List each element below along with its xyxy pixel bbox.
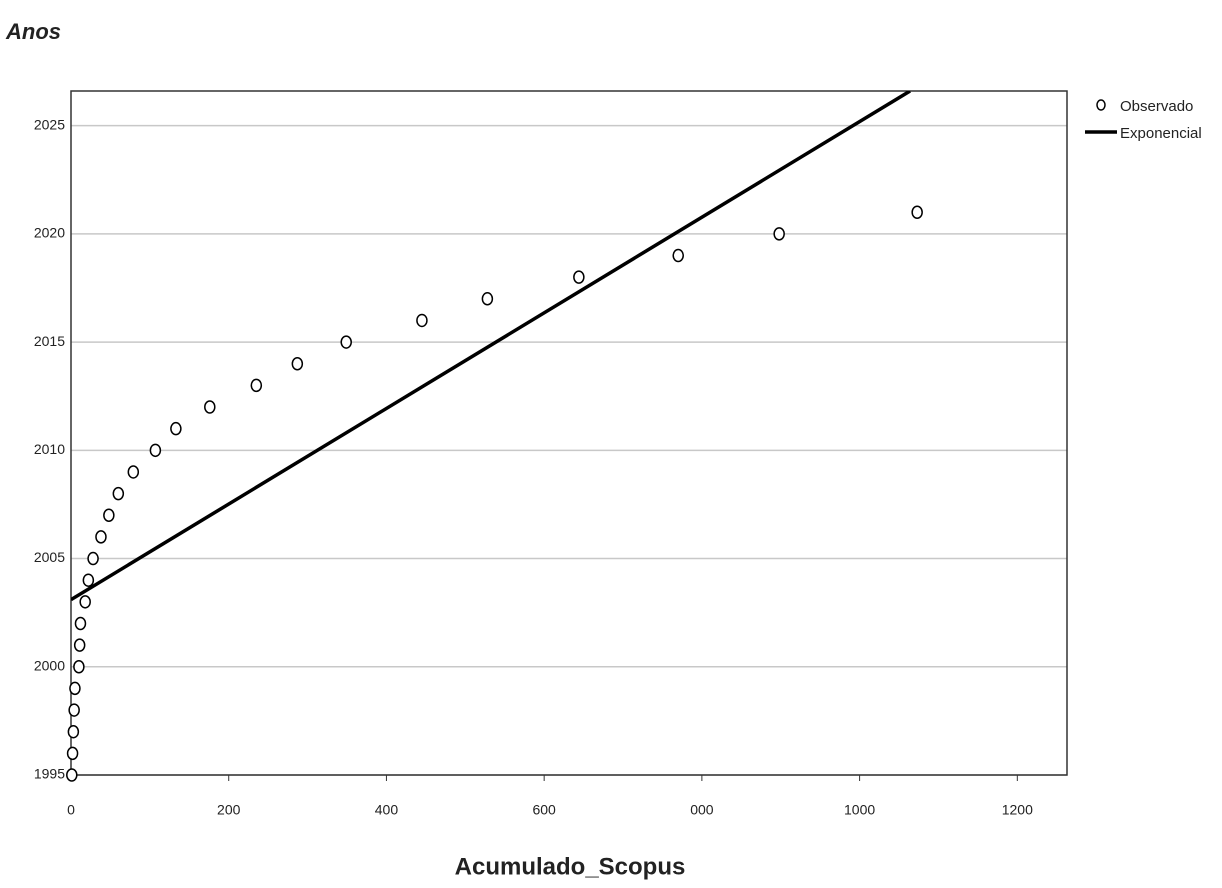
data-point — [73, 638, 86, 652]
x-axis-label: Acumulado_Scopus — [455, 853, 686, 880]
data-point — [69, 681, 81, 696]
y-tick-label: 2000 — [34, 657, 65, 673]
y-tick-label: 2025 — [34, 116, 65, 132]
data-point — [672, 248, 684, 263]
data-point — [95, 530, 107, 544]
chart-title: Anos — [5, 19, 61, 44]
x-tick-label: 1000 — [844, 802, 875, 818]
data-point — [773, 227, 785, 241]
data-point — [291, 356, 304, 371]
data-point — [911, 205, 923, 219]
data-point — [204, 400, 216, 414]
data-point — [103, 508, 115, 523]
y-tick-label: 2020 — [34, 225, 65, 241]
data-point — [416, 313, 428, 328]
data-point — [73, 660, 85, 674]
x-tick-label: 400 — [375, 802, 399, 818]
data-point — [170, 421, 182, 436]
data-point — [573, 270, 585, 284]
data-point — [112, 486, 125, 501]
y-tick-label: 2015 — [34, 333, 65, 349]
y-tick-label: 2005 — [34, 549, 65, 565]
x-tick-label: 600 — [532, 802, 556, 818]
data-point — [127, 465, 140, 479]
data-point — [68, 703, 80, 717]
data-point — [66, 746, 79, 761]
data-point — [79, 595, 91, 609]
data-point — [74, 616, 87, 631]
y-tick-label: 2010 — [34, 441, 65, 457]
data-point — [149, 443, 162, 458]
fit-line — [71, 91, 911, 602]
legend-label: Exponencial — [1120, 125, 1202, 142]
x-tick-label: 200 — [217, 802, 241, 818]
x-tick-label: 000 — [690, 802, 714, 818]
plot-frame — [70, 90, 1068, 776]
legend-symbol — [1096, 99, 1106, 111]
data-point — [481, 292, 494, 306]
data-point — [87, 551, 99, 566]
data-point — [67, 724, 80, 739]
data-point — [66, 768, 78, 782]
data-point — [250, 378, 263, 393]
x-tick-label: 1200 — [1002, 802, 1033, 818]
y-tick-label: 1995 — [34, 766, 65, 782]
data-point — [82, 573, 95, 587]
data-point — [340, 335, 352, 349]
x-tick-label: 0 — [67, 802, 75, 818]
legend-label: Observado — [1120, 98, 1193, 115]
